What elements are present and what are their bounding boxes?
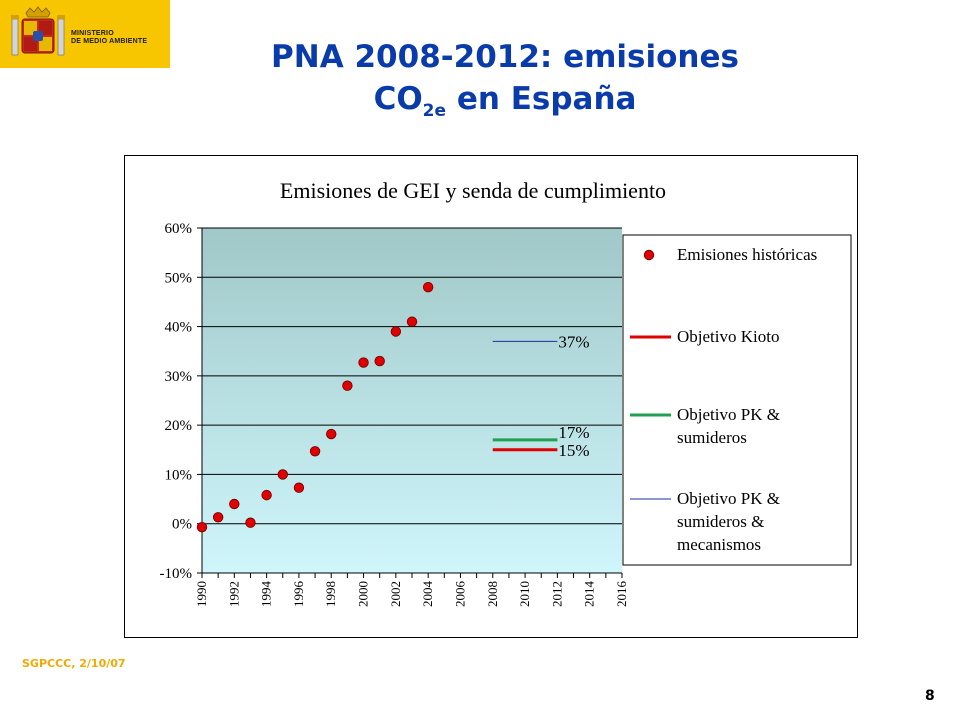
target-label: 37% (558, 332, 589, 351)
legend-label: Emisiones históricas (677, 245, 817, 264)
legend-label: Objetivo PK & (677, 405, 780, 424)
target-label: 15% (558, 441, 589, 460)
emissions-chart: Emisiones de GEI y senda de cumplimiento… (124, 155, 858, 638)
footer-note: SGPCCC, 2/10/07 (22, 657, 126, 670)
plot-area (202, 228, 622, 573)
data-point (229, 498, 240, 510)
ministry-name: MINISTERIO DE MEDIO AMBIENTE (71, 30, 148, 45)
legend-label: sumideros & (677, 512, 764, 531)
x-tick-label: 1996 (291, 581, 306, 608)
y-tick-label: 50% (165, 270, 193, 286)
y-tick-label: 30% (165, 369, 193, 385)
chart-svg: Emisiones de GEI y senda de cumplimiento… (160, 178, 852, 607)
data-point (358, 357, 369, 368)
data-point (261, 489, 272, 501)
y-tick-label: 0% (172, 517, 192, 533)
legend-label: mecanismos (677, 535, 761, 554)
x-tick-label: 1994 (259, 581, 274, 608)
slide-title: PNA 2008-2012: emisiones CO2e en España (200, 36, 810, 120)
x-tick-label: 2010 (517, 581, 532, 607)
target-lines: 15%17% 37% (492, 332, 590, 460)
y-tick-label: 40% (165, 320, 193, 336)
ministry-logo: MINISTERIO DE MEDIO AMBIENTE (0, 0, 170, 68)
title-line-2: CO2e en España (373, 81, 637, 121)
legend-label: Objetivo Kioto (677, 327, 779, 346)
chart-title: Emisiones de GEI y senda de cumplimiento (280, 178, 666, 203)
x-tick-label: 2004 (420, 581, 435, 608)
coat-of-arms-icon (11, 6, 65, 56)
legend-label: sumideros (677, 428, 747, 447)
x-tick-label: 1998 (323, 581, 338, 607)
x-tick-label: 2016 (614, 581, 629, 608)
x-tick-label: 1992 (226, 581, 241, 607)
target-label: 17% (558, 423, 589, 442)
data-point (277, 469, 288, 480)
legend-box (622, 234, 852, 566)
x-tick-label: 2012 (549, 581, 564, 607)
data-point (326, 428, 337, 440)
x-tick-label: 2014 (582, 581, 597, 608)
data-point (309, 446, 321, 457)
data-point (342, 380, 353, 391)
title-line-1: PNA 2008-2012: emisiones (271, 39, 739, 75)
grid-lines (202, 227, 622, 525)
data-point (390, 326, 402, 337)
x-tick-label: 2006 (452, 581, 467, 608)
data-point (212, 512, 224, 523)
legend-label: Objetivo PK & (677, 489, 780, 508)
legend-marker (643, 249, 655, 261)
data-point (374, 355, 385, 367)
data-point (422, 281, 434, 293)
y-tick-label: 60% (165, 221, 193, 237)
data-point (406, 316, 418, 327)
data-point (293, 482, 305, 493)
y-tick-label: 20% (165, 418, 193, 434)
page-number: 8 (925, 688, 935, 704)
axes: 60% 50% 40% 30% 20% 10% 0% -10%1990 1992 1994 1996… (160, 221, 630, 607)
x-tick-label: 2000 (356, 581, 371, 607)
x-tick-label: 1990 (194, 581, 209, 607)
legend: Emisiones históricas Objetivo Kioto Objeti… (622, 234, 852, 566)
x-tick-label: 2008 (485, 581, 500, 607)
y-tick-label: 10% (165, 467, 193, 483)
x-tick-label: 2002 (388, 581, 403, 607)
data-point (196, 521, 208, 533)
data-point (245, 517, 256, 528)
y-tick-label: -10% (160, 566, 193, 582)
data-points (196, 281, 434, 533)
